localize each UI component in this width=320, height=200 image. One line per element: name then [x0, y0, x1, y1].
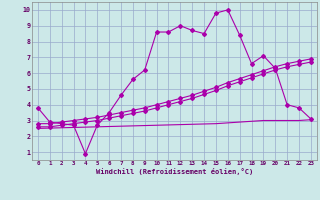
X-axis label: Windchill (Refroidissement éolien,°C): Windchill (Refroidissement éolien,°C) [96, 168, 253, 175]
